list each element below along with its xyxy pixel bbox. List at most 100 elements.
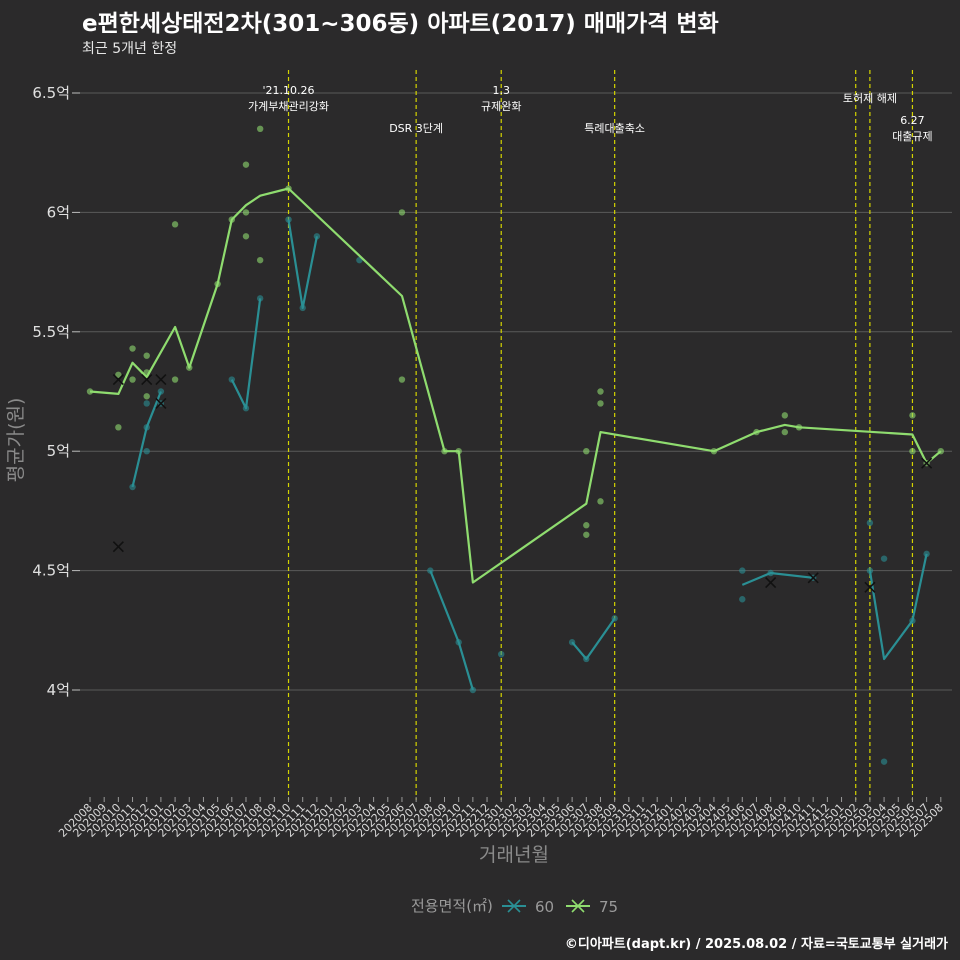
cross-stroke — [864, 581, 876, 593]
event-label: 대출규제 — [892, 130, 932, 143]
data-point — [597, 400, 604, 407]
event-label: 6.27 — [900, 114, 925, 127]
data-point — [143, 352, 150, 359]
cross-stroke — [112, 373, 124, 386]
y-tick-label: 4.5억 — [32, 562, 70, 580]
cross-marker — [864, 581, 876, 593]
data-point — [143, 448, 150, 455]
cross-marker — [112, 541, 124, 553]
data-point — [129, 376, 136, 383]
legend-label: 75 — [599, 898, 618, 916]
data-point — [739, 567, 746, 574]
series-60 — [112, 216, 930, 765]
chart-subtitle: 최근 5개년 한정 — [82, 41, 178, 57]
legend: 전용면적(㎡) 60 75 — [411, 897, 618, 916]
data-point — [909, 412, 916, 419]
series-line — [131, 391, 162, 488]
y-axis-title: 평균가(원) — [5, 398, 27, 483]
data-point — [115, 424, 122, 431]
x-axis-title: 거래년월 — [479, 844, 549, 866]
legend-key-75 — [566, 899, 590, 913]
data-point — [583, 531, 590, 538]
event-label: 특례대출축소 — [584, 122, 645, 135]
grid-lines — [80, 92, 952, 691]
data-point — [498, 650, 505, 658]
data-point — [143, 400, 150, 407]
data-point — [781, 428, 789, 436]
data-point — [143, 393, 150, 400]
data-point — [129, 345, 136, 352]
x-axis-ticks: 2020082020092020102020112020122021012021… — [56, 797, 946, 840]
data-point — [242, 209, 250, 216]
data-point — [256, 256, 264, 264]
cross-marker — [155, 397, 167, 410]
cross-stroke — [765, 576, 777, 589]
cross-marker — [807, 572, 819, 584]
event-label: 1.3 — [492, 84, 510, 97]
legend-cross — [507, 899, 521, 913]
series-line — [429, 570, 474, 691]
data-point — [285, 216, 292, 223]
y-tick-label: 5.5억 — [32, 323, 70, 341]
data-point — [739, 596, 746, 603]
data-point — [880, 758, 888, 765]
data-point — [583, 522, 590, 529]
data-point — [880, 555, 888, 562]
cross-stroke — [921, 457, 933, 469]
data-point — [242, 161, 250, 168]
series-75 — [86, 125, 944, 584]
cross-stroke — [807, 572, 819, 584]
data-point — [923, 550, 930, 558]
y-tick-label: 6.5억 — [32, 84, 70, 102]
y-axis-ticks: 4억 4.5억 5억 5.5억 6억 6.5억 — [32, 84, 80, 699]
cross-marker — [921, 457, 933, 469]
cross-marker — [141, 373, 153, 386]
event-label: '21.10.26 — [263, 84, 315, 97]
data-series — [86, 125, 944, 765]
cross-stroke — [155, 373, 167, 386]
cross-stroke — [155, 397, 167, 410]
cross-marker — [765, 576, 777, 589]
data-point — [909, 448, 916, 455]
chart-title: e편한세상태전2차(301~306동) 아파트(2017) 매매가격 변화 — [82, 11, 719, 37]
data-point — [256, 125, 264, 133]
data-point — [781, 412, 789, 419]
y-tick-label: 5억 — [47, 442, 70, 460]
data-point — [171, 376, 179, 383]
data-point — [313, 233, 321, 240]
series-line — [571, 617, 616, 661]
data-point — [398, 209, 406, 216]
event-label: 규제완화 — [481, 100, 521, 113]
legend-title: 전용면적(㎡) — [411, 897, 493, 915]
data-point — [398, 376, 406, 383]
y-tick-label: 4억 — [47, 681, 70, 699]
cross-stroke — [112, 541, 124, 553]
data-point — [256, 295, 264, 302]
data-point — [597, 388, 604, 395]
data-point — [583, 448, 590, 455]
data-point — [171, 221, 179, 228]
series-line — [741, 571, 814, 586]
series-line — [89, 187, 942, 584]
event-label: 가계부채관리강화 — [248, 100, 329, 113]
data-point — [597, 498, 604, 505]
data-point — [129, 483, 136, 491]
event-label: DSR 3단계 — [389, 122, 443, 135]
y-tick-label: 6억 — [47, 203, 70, 221]
cross-marker — [155, 373, 167, 386]
series-line — [287, 219, 318, 309]
series-line — [868, 553, 928, 661]
series-line — [230, 298, 262, 410]
legend-cross — [571, 899, 585, 913]
legend-label: 60 — [535, 898, 554, 916]
cross-stroke — [141, 373, 153, 386]
data-point — [242, 233, 250, 240]
data-point — [866, 519, 874, 527]
legend-key-60 — [502, 899, 526, 913]
data-point — [115, 371, 122, 378]
event-label: 토허제 해제 — [843, 91, 897, 105]
chart-caption: ©디아파트(dapt.kr) / 2025.08.02 / 자료=국토교통부 실… — [564, 937, 948, 952]
cross-marker — [112, 373, 124, 386]
